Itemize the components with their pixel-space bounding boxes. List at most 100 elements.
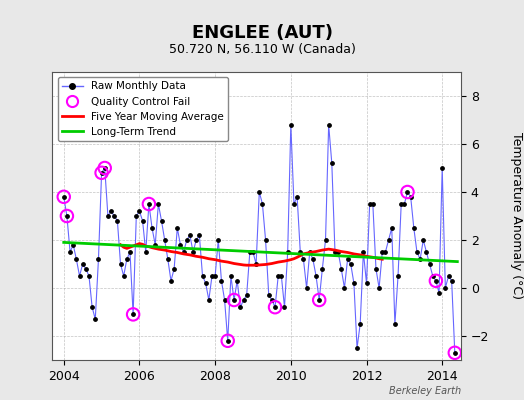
- Point: [407, 194, 415, 200]
- Point: [441, 285, 450, 291]
- Point: [274, 273, 282, 279]
- Point: [451, 350, 459, 356]
- Point: [321, 237, 330, 243]
- Point: [403, 189, 412, 195]
- Point: [290, 201, 298, 207]
- Point: [340, 285, 348, 291]
- Point: [299, 256, 308, 262]
- Point: [280, 304, 289, 310]
- Text: ENGLEE (AUT): ENGLEE (AUT): [191, 24, 333, 42]
- Point: [66, 249, 74, 255]
- Point: [243, 292, 251, 298]
- Point: [422, 249, 431, 255]
- Point: [309, 256, 317, 262]
- Point: [293, 194, 301, 200]
- Point: [217, 278, 226, 284]
- Point: [271, 304, 279, 310]
- Point: [391, 321, 399, 327]
- Point: [173, 225, 181, 231]
- Point: [372, 266, 380, 272]
- Point: [346, 261, 355, 267]
- Legend: Raw Monthly Data, Quality Control Fail, Five Year Moving Average, Long-Term Tren: Raw Monthly Data, Quality Control Fail, …: [58, 77, 228, 141]
- Point: [230, 297, 238, 303]
- Point: [365, 201, 374, 207]
- Point: [239, 297, 248, 303]
- Point: [154, 201, 162, 207]
- Point: [107, 208, 115, 214]
- Point: [375, 285, 383, 291]
- Point: [75, 273, 84, 279]
- Point: [350, 280, 358, 286]
- Point: [271, 304, 279, 310]
- Point: [104, 213, 112, 219]
- Point: [230, 297, 238, 303]
- Point: [394, 273, 402, 279]
- Point: [145, 201, 153, 207]
- Point: [157, 218, 166, 224]
- Point: [192, 237, 200, 243]
- Point: [305, 249, 314, 255]
- Point: [145, 201, 153, 207]
- Point: [110, 213, 118, 219]
- Point: [447, 278, 456, 284]
- Point: [179, 249, 188, 255]
- Point: [249, 249, 257, 255]
- Point: [388, 225, 396, 231]
- Point: [353, 345, 361, 351]
- Point: [79, 261, 87, 267]
- Text: 50.720 N, 56.110 W (Canada): 50.720 N, 56.110 W (Canada): [169, 43, 355, 56]
- Point: [385, 237, 393, 243]
- Point: [148, 225, 156, 231]
- Point: [287, 122, 295, 128]
- Point: [63, 213, 71, 219]
- Point: [378, 249, 387, 255]
- Point: [451, 350, 459, 356]
- Point: [91, 316, 100, 322]
- Point: [195, 232, 203, 238]
- Point: [129, 311, 137, 318]
- Point: [113, 218, 122, 224]
- Point: [400, 201, 409, 207]
- Point: [167, 278, 175, 284]
- Point: [60, 194, 68, 200]
- Point: [343, 256, 352, 262]
- Point: [199, 273, 207, 279]
- Point: [277, 273, 286, 279]
- Point: [429, 273, 437, 279]
- Point: [119, 273, 128, 279]
- Point: [97, 170, 106, 176]
- Point: [356, 321, 364, 327]
- Point: [246, 249, 254, 255]
- Point: [94, 256, 103, 262]
- Point: [72, 256, 81, 262]
- Point: [214, 237, 223, 243]
- Point: [261, 237, 270, 243]
- Point: [328, 160, 336, 166]
- Point: [101, 165, 109, 171]
- Point: [444, 273, 453, 279]
- Point: [265, 292, 273, 298]
- Point: [123, 256, 131, 262]
- Point: [135, 208, 144, 214]
- Point: [369, 201, 377, 207]
- Point: [432, 278, 440, 284]
- Point: [403, 189, 412, 195]
- Point: [416, 256, 424, 262]
- Point: [315, 297, 323, 303]
- Point: [204, 297, 213, 303]
- Point: [82, 266, 90, 272]
- Point: [224, 338, 232, 344]
- Point: [252, 261, 260, 267]
- Point: [233, 278, 242, 284]
- Point: [337, 266, 345, 272]
- Point: [359, 249, 367, 255]
- Point: [116, 261, 125, 267]
- Point: [255, 189, 264, 195]
- Point: [419, 237, 428, 243]
- Point: [315, 297, 323, 303]
- Point: [132, 213, 140, 219]
- Point: [296, 249, 304, 255]
- Point: [410, 225, 418, 231]
- Point: [126, 249, 134, 255]
- Point: [331, 249, 339, 255]
